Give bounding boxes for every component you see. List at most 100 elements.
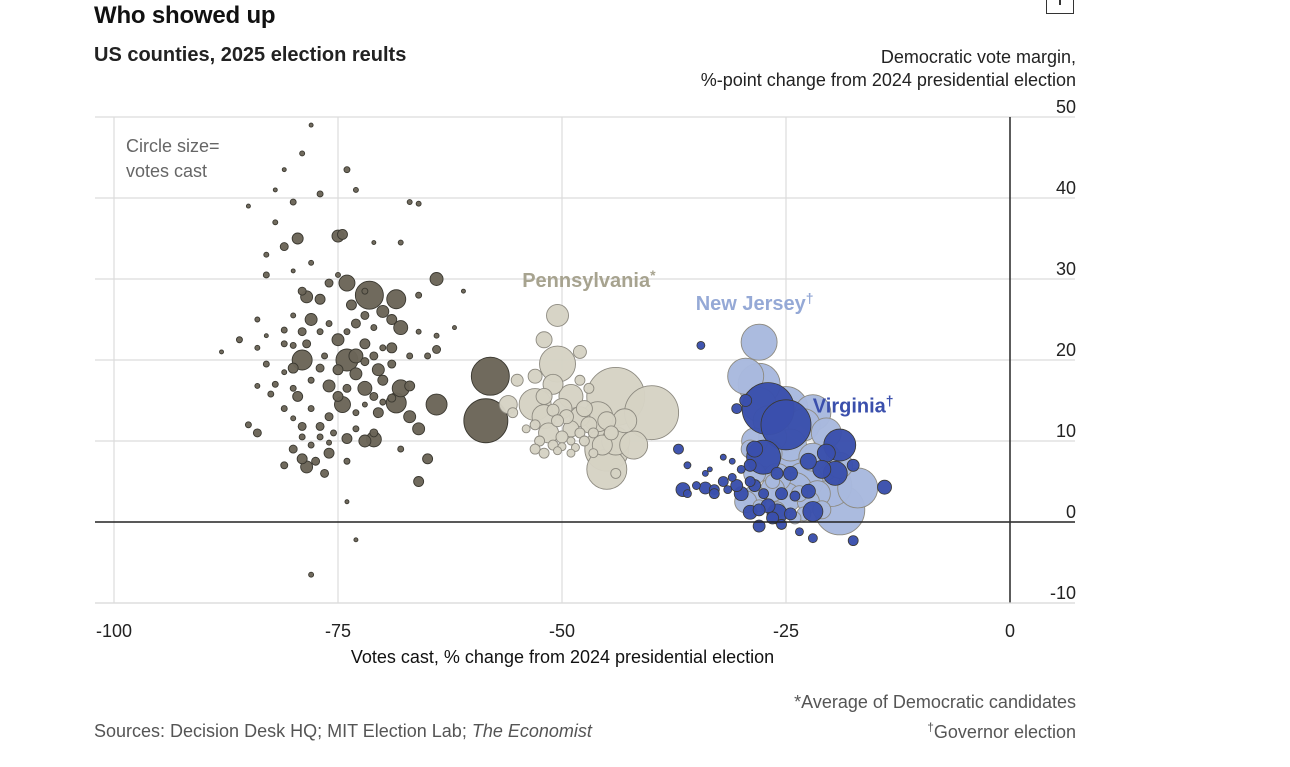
- data-point: [371, 363, 385, 377]
- data-point: [372, 407, 384, 419]
- data-point: [307, 376, 315, 384]
- data-point: [263, 333, 269, 339]
- data-point: [507, 407, 519, 419]
- data-point: [349, 367, 363, 381]
- data-point: [287, 362, 299, 374]
- data-point: [415, 200, 422, 207]
- data-point: [342, 383, 352, 393]
- data-point: [555, 430, 569, 444]
- data-point: [610, 467, 622, 479]
- data-point: [254, 382, 261, 389]
- series-label-new-jersey: New Jersey†: [696, 290, 814, 315]
- data-point: [308, 122, 314, 128]
- gridlines: [95, 116, 1075, 604]
- data-point: [470, 356, 510, 396]
- data-point: [551, 414, 564, 428]
- data-point: [683, 461, 692, 470]
- data-point: [219, 349, 224, 355]
- data-point: [783, 465, 798, 481]
- data-point: [297, 327, 307, 337]
- data-point: [359, 338, 371, 350]
- data-point: [298, 433, 306, 441]
- data-point: [412, 422, 426, 436]
- y-axis-label: Democratic vote margin, %-point change f…: [701, 46, 1076, 92]
- y-axis-label-line2: %-point change from 2024 presidential el…: [700, 70, 1076, 90]
- data-point: [280, 405, 288, 413]
- x-tick-label: -25: [773, 621, 799, 641]
- axes: [95, 117, 1075, 604]
- data-point: [297, 421, 307, 431]
- data-point: [397, 445, 405, 453]
- data-point: [314, 293, 326, 305]
- data-point: [429, 272, 444, 286]
- x-tick-label: -75: [325, 621, 351, 641]
- series-unlabelled: [219, 122, 510, 578]
- data-point: [350, 318, 361, 329]
- data-point: [717, 476, 729, 487]
- data-point: [553, 446, 562, 456]
- data-point: [323, 447, 335, 459]
- data-point: [280, 461, 289, 470]
- data-point: [521, 424, 531, 434]
- y-axis-label-line1: Democratic vote margin,: [880, 47, 1076, 67]
- data-point: [776, 519, 787, 530]
- data-point: [403, 410, 417, 424]
- data-point: [361, 287, 369, 295]
- data-point: [338, 274, 356, 292]
- data-point: [289, 384, 297, 392]
- source-publication: The Economist: [471, 721, 592, 741]
- chart-subtitle: US counties, 2025 election reults: [94, 44, 407, 66]
- footnote-governor: †Governor election: [927, 720, 1076, 743]
- data-point: [376, 304, 390, 318]
- data-point: [708, 488, 720, 500]
- data-point: [801, 483, 816, 499]
- data-point: [877, 479, 892, 495]
- data-point: [272, 187, 278, 193]
- x-axis-label: Votes cast, % change from 2024 president…: [350, 647, 775, 667]
- data-point: [290, 268, 296, 274]
- data-point: [326, 439, 332, 446]
- data-point: [307, 405, 315, 413]
- data-point: [752, 503, 766, 517]
- data-point: [386, 289, 407, 310]
- data-point: [343, 166, 351, 174]
- data-point: [357, 380, 373, 396]
- data-point: [816, 443, 836, 463]
- data-point: [331, 333, 345, 347]
- data-point: [279, 242, 289, 252]
- data-point: [566, 448, 576, 458]
- data-point: [352, 409, 360, 417]
- data-point: [572, 344, 587, 359]
- x-tick-label: -50: [549, 621, 575, 641]
- footnote-governor-text: Governor election: [933, 722, 1076, 742]
- dagger-mark: †: [927, 720, 934, 734]
- series-virginia: [673, 341, 892, 547]
- data-point: [812, 459, 832, 479]
- data-point: [267, 390, 275, 398]
- data-point: [802, 501, 824, 522]
- size-legend-line2: votes cast: [126, 161, 207, 181]
- data-point: [795, 527, 804, 537]
- data-point: [369, 428, 379, 438]
- y-tick-label: 10: [1056, 421, 1076, 441]
- data-point: [696, 341, 706, 350]
- data-points: [219, 122, 892, 578]
- tray-icon[interactable]: [1046, 0, 1074, 14]
- data-point: [337, 228, 348, 240]
- data-point: [800, 452, 817, 470]
- data-point: [701, 469, 709, 477]
- data-point: [316, 433, 324, 441]
- data-point: [566, 436, 576, 446]
- data-point: [730, 479, 744, 492]
- data-point: [311, 456, 321, 466]
- data-point: [683, 489, 692, 499]
- data-point: [728, 457, 736, 465]
- data-point: [775, 487, 788, 501]
- data-point: [244, 421, 252, 429]
- data-point: [460, 288, 466, 294]
- data-point: [281, 369, 288, 376]
- data-point: [296, 453, 308, 465]
- data-point: [322, 379, 336, 393]
- data-point: [770, 466, 784, 480]
